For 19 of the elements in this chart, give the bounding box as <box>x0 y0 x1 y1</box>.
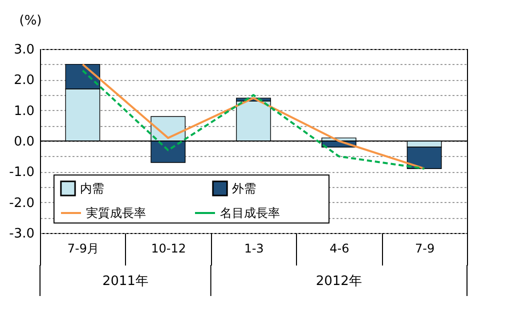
y-tick-label: 1.0 <box>14 104 34 119</box>
text: 2011年 <box>102 274 148 289</box>
legend-label: 外需 <box>232 181 256 196</box>
y-tick-label: 0.0 <box>14 134 34 150</box>
legend-label: 実質成長率 <box>86 206 146 220</box>
y-tick-label: -3.0 <box>9 226 34 242</box>
x-tick-label: 7-9月 <box>67 242 100 256</box>
y-tick-label: -2.0 <box>9 196 34 211</box>
y-tick-label: -1.0 <box>9 165 34 180</box>
y-axis-title: (%) <box>19 14 42 28</box>
legend-label: 名目成長率 <box>220 206 280 220</box>
x-tick-label: 1-3 <box>244 242 264 256</box>
text: 2012年 <box>316 274 362 289</box>
x-tick-label: 10-12 <box>151 242 186 256</box>
legend-label: 内需 <box>80 181 104 196</box>
x-tick-label: 7-9 <box>414 242 435 256</box>
y-tick-label: 3.0 <box>14 42 34 58</box>
y-tick-label: 2.0 <box>14 73 34 88</box>
x-tick-label: 4-6 <box>330 242 350 256</box>
